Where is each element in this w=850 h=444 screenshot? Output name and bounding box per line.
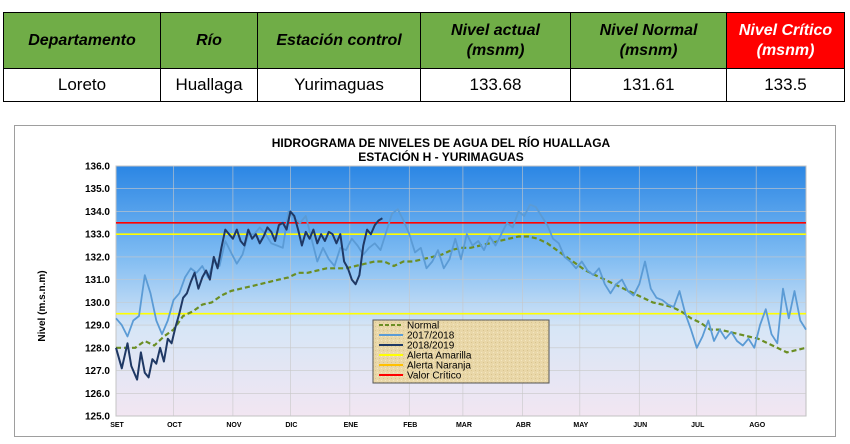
series-line bbox=[115, 203, 807, 349]
x-tick-label: SET bbox=[110, 422, 124, 429]
hydrograph-svg: HIDROGRAMA DE NIVELES DE AGUA DEL RÍO HU… bbox=[37, 135, 807, 429]
legend-box bbox=[372, 319, 550, 384]
cell-rio: Huallaga bbox=[160, 68, 258, 102]
legend-entry: 2018/2019 bbox=[407, 341, 455, 352]
x-tick-label: MAY bbox=[573, 422, 588, 429]
x-tick-label: OCT bbox=[167, 422, 183, 429]
y-tick-label: 125.0 bbox=[85, 412, 110, 423]
series-lines bbox=[115, 203, 807, 381]
y-tick-label: 130.0 bbox=[85, 298, 110, 309]
y-axis-ticks: 125.0 126.0 127.0 128.0 129.0 130.0 131.0 132.0… bbox=[85, 162, 110, 423]
y-tick-label: 131.0 bbox=[85, 275, 110, 286]
y-tick-label: 133.0 bbox=[85, 230, 110, 241]
y-axis-label: Nivel (m.s.n.m) bbox=[37, 270, 48, 341]
x-tick-label: ABR bbox=[516, 422, 531, 429]
header-rio: Río bbox=[160, 12, 258, 69]
cell-nivel-actual: 133.68 bbox=[420, 68, 571, 102]
legend-entry: Valor Crítico bbox=[407, 371, 462, 382]
cell-departamento: Loreto bbox=[3, 68, 161, 102]
header-nivel-critico: Nivel Crítico (msnm) bbox=[726, 12, 845, 69]
legend-entry: 2017/2018 bbox=[407, 331, 455, 342]
series-line bbox=[115, 210, 383, 381]
y-tick-label: 134.0 bbox=[85, 207, 110, 218]
x-tick-label: ENE bbox=[344, 422, 359, 429]
chart-subtitle: ESTACIÓN H - YURIMAGUAS bbox=[358, 149, 524, 164]
legend-entry: Normal bbox=[407, 321, 439, 332]
legend-entry: Alerta Naranja bbox=[407, 361, 471, 372]
y-tick-label: 135.0 bbox=[85, 184, 110, 195]
summary-data-row: Loreto Huallaga Yurimaguas 133.68 131.61… bbox=[3, 68, 845, 102]
reference-lines bbox=[116, 222, 806, 315]
y-tick-label: 129.0 bbox=[85, 321, 110, 332]
x-tick-label: AGO bbox=[749, 422, 766, 429]
header-nivel-actual: Nivel actual (msnm) bbox=[420, 12, 571, 69]
summary-table: Departamento Río Estación control Nivel … bbox=[3, 12, 845, 102]
x-tick-label: DIC bbox=[285, 422, 297, 429]
header-departamento: Departamento bbox=[3, 12, 161, 69]
summary-header-row: Departamento Río Estación control Nivel … bbox=[3, 12, 845, 69]
x-tick-label: FEB bbox=[403, 422, 417, 429]
x-tick-label: NOV bbox=[226, 422, 242, 429]
legend-entry: Alerta Amarilla bbox=[407, 351, 472, 362]
hydrograph-chart: HIDROGRAMA DE NIVELES DE AGUA DEL RÍO HU… bbox=[14, 125, 836, 437]
header-nivel-normal: Nivel Normal (msnm) bbox=[570, 12, 727, 69]
y-tick-label: 126.0 bbox=[85, 389, 110, 400]
y-tick-label: 128.0 bbox=[85, 343, 110, 354]
y-tick-label: 127.0 bbox=[85, 366, 110, 377]
cell-nivel-normal: 131.61 bbox=[570, 68, 727, 102]
y-tick-label: 132.0 bbox=[85, 252, 110, 263]
y-tick-label: 136.0 bbox=[85, 162, 110, 173]
x-axis-ticks: SET OCT NOV DIC ENE FEB MAR ABR MAY JUN JUL AGO bbox=[110, 422, 766, 429]
x-tick-label: JUN bbox=[633, 422, 647, 429]
cell-nivel-critico: 133.5 bbox=[726, 68, 845, 102]
series-line bbox=[116, 235, 807, 354]
x-tick-label: MAR bbox=[456, 422, 472, 429]
x-tick-label: JUL bbox=[691, 422, 705, 429]
chart-title: HIDROGRAMA DE NIVELES DE AGUA DEL RÍO HU… bbox=[272, 135, 611, 150]
cell-estacion: Yurimaguas bbox=[257, 68, 421, 102]
header-estacion: Estación control bbox=[257, 12, 421, 69]
